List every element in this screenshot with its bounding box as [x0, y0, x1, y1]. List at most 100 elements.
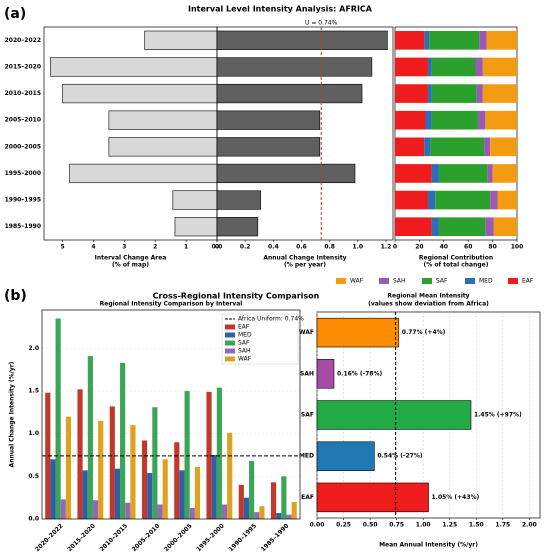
chart-title: Regional Mean Intensity [387, 293, 469, 300]
x-tick-label: 0.4 [268, 244, 279, 251]
legend-swatch [225, 348, 235, 354]
y-tick-label: 2005–2010 [5, 117, 41, 124]
bar [174, 217, 218, 237]
data-label: 1.45% (+97%) [474, 412, 522, 419]
bar [157, 504, 163, 519]
legend-label: MED [479, 278, 493, 285]
bar-segment [395, 110, 426, 130]
x-axis-label: (% of total change) [424, 262, 489, 269]
bar-segment [431, 110, 478, 130]
x-tick-label: 0.2 [240, 244, 251, 251]
bar-segment [425, 110, 432, 130]
bar [120, 362, 126, 519]
x-tick-label: 1.50 [469, 522, 484, 529]
bar-segment [395, 190, 428, 210]
panel-label: (a) [4, 6, 26, 22]
x-tick-label: 0.50 [363, 522, 378, 529]
bar [216, 57, 373, 77]
legend-swatch [508, 278, 518, 284]
legend-label: EAF [522, 278, 534, 285]
x-tick-label: 2015–2020 [66, 523, 97, 554]
legend-label: EAF [238, 324, 250, 331]
reference-label: U = 0.74% [305, 20, 338, 27]
panel-label: (b) [4, 288, 27, 304]
x-tick-label: 100 [511, 244, 524, 251]
chart-subtitle: (values show deviation from Africa) [368, 301, 489, 308]
bar [194, 466, 201, 519]
x-tick-label: 0.00 [310, 522, 325, 529]
bar [92, 500, 99, 519]
legend-label: WAF [350, 278, 364, 285]
bar [108, 110, 218, 130]
y-axis-label: Annual Change Intensity (%/yr) [9, 361, 16, 467]
bar-segment [395, 84, 428, 103]
bar [316, 317, 400, 348]
bar-segment [484, 137, 491, 157]
bar-segment [485, 110, 517, 130]
legend-box [221, 313, 299, 365]
x-tick-label: 0.25 [336, 522, 351, 529]
y-tick-label: MED [299, 453, 314, 460]
bar-segment [482, 57, 517, 77]
x-tick-label: 0 [215, 244, 219, 251]
y-tick-label: 1.5 [28, 388, 39, 395]
bar [55, 318, 61, 519]
legend-swatch [422, 278, 432, 284]
bar-segment [475, 57, 483, 77]
bar [65, 416, 72, 519]
bar [62, 83, 218, 104]
x-tick-label: 1985–1990 [260, 523, 291, 554]
bar [162, 459, 168, 519]
bar-segment [431, 164, 439, 183]
bar-segment [477, 110, 486, 130]
bar [276, 513, 282, 519]
y-tick-label: 0.5 [28, 473, 39, 480]
bar-segment [429, 30, 480, 50]
y-tick-label: SAF [301, 412, 314, 419]
bar [316, 482, 429, 513]
x-tick-label: 0 [393, 244, 397, 251]
bar [109, 406, 115, 519]
y-tick-label: 1995–2000 [5, 170, 41, 177]
x-tick-label: 0.0 [212, 244, 223, 251]
x-tick-label: 2020–2022 [34, 523, 65, 554]
legend-label: SAH [238, 348, 251, 355]
legend-label: SAF [436, 278, 448, 285]
y-tick-label: SAH [300, 370, 314, 377]
bar-segment [427, 57, 432, 77]
bar [147, 472, 153, 519]
x-tick-label: 0.75 [389, 522, 404, 529]
bar [45, 392, 51, 519]
x-tick-label: 2 [153, 244, 157, 251]
bar [216, 30, 388, 50]
bar-segment [431, 57, 476, 77]
bar [249, 460, 255, 519]
bar [69, 163, 218, 184]
y-tick-label: 1985–1990 [5, 223, 41, 230]
bar [206, 391, 212, 519]
bar-segment [435, 190, 491, 210]
data-label: 0.77% (+4%) [402, 329, 446, 336]
bar [184, 391, 190, 519]
bar [216, 387, 222, 519]
legend-swatch [336, 278, 346, 284]
x-tick-label: 80 [488, 244, 496, 251]
bar [114, 468, 121, 519]
y-tick-label: 2015–2020 [5, 63, 41, 70]
bar-segment [479, 30, 487, 50]
x-axis-label: (% of map) [112, 262, 149, 269]
legend-swatch [225, 356, 235, 362]
x-axis-label: Interval Change Area [95, 255, 167, 262]
bar-segment [395, 30, 425, 50]
bar-segment [431, 217, 439, 237]
axes-frame [394, 26, 518, 241]
bar [108, 137, 218, 157]
bar-segment [490, 137, 517, 157]
bar [152, 407, 158, 519]
x-axis-label: Regional Contribution [419, 255, 493, 262]
bar [221, 504, 228, 519]
bar [270, 482, 277, 519]
bar-segment [492, 164, 517, 183]
bar-segment [487, 164, 493, 183]
bar [216, 83, 363, 104]
